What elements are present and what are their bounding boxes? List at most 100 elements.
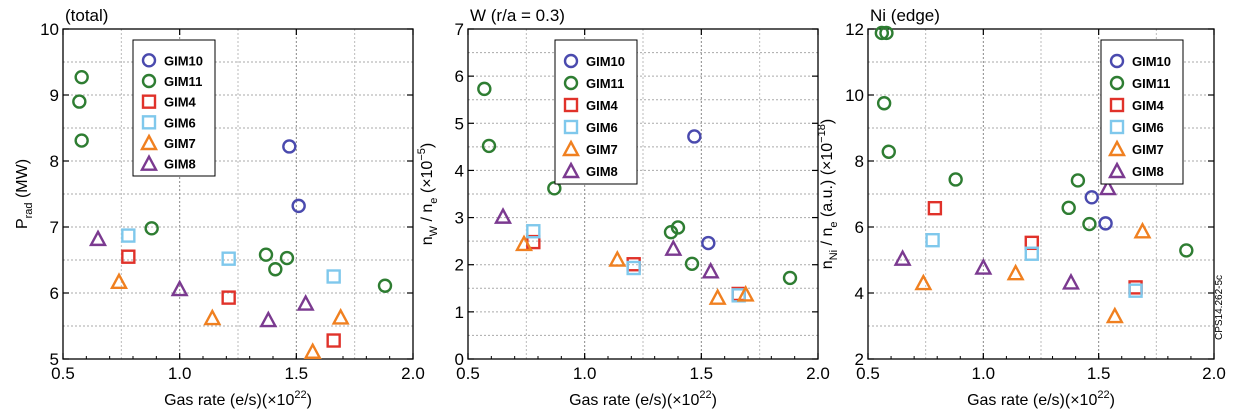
data-point-gim7 [1006,263,1025,281]
data-point-gim11 [74,69,89,85]
data-point-gim8 [1061,272,1080,290]
y-axis-label: nNi / ne (a.u.) (×10−18) [816,119,840,269]
data-point-gim4 [221,290,236,305]
plot-frame [62,28,414,360]
y-tick-label: 10 [845,86,864,105]
grid-lines [63,29,413,359]
legend-label: GIM4 [1132,98,1165,113]
x-tick-label: 1.0 [972,364,996,383]
plot-frame [867,28,1215,360]
y-tick-label: 9 [50,86,59,105]
data-point-gim6 [1024,246,1039,261]
panel-title: (total) [65,6,108,25]
data-point-gim7 [1133,221,1152,239]
x-tick-label: 0.5 [456,364,480,383]
data-point-gim6 [526,224,541,239]
data-point-gim11 [1070,173,1086,188]
legend-label: GIM4 [586,98,619,113]
y-tick-label: 1 [455,303,464,322]
data-points [477,81,798,305]
data-point-gim10 [1098,216,1113,231]
data-point-gim11 [670,220,686,235]
data-point-gim7 [736,284,755,302]
data-point-gim11 [684,256,700,271]
panel-title: Ni (edge) [870,6,940,25]
grid-lines [468,29,818,359]
y-tick-label: 6 [455,67,464,86]
data-point-gim6 [1128,283,1143,298]
data-point-gim11 [881,144,896,159]
legend-label: GIM10 [164,53,203,68]
data-point-gim8 [259,310,278,328]
legend: GIM10 GIM11 GIM4 GIM6 GIM7 GIM8 [554,39,638,185]
chart-panel-1: 0.5 1.0 1.5 2.0 5 6 7 8 9 10 (total) Gas rate (e/s)… [14,6,425,409]
y-tick-label: 8 [855,152,864,171]
x-tick-label: 1.5 [690,364,714,383]
legend-marker-gim6 [1109,119,1125,135]
data-point-gim11 [279,250,295,266]
legend-marker-gim4 [141,94,157,109]
data-point-gim8 [893,249,912,266]
x-tick-label: 0.5 [51,364,75,383]
y-tick-label: 3 [455,209,464,228]
legend-label: GIM11 [1132,76,1170,91]
chart-panel-3: 0.5 1.0 1.5 2.0 2 4 6 8 10 12 Ni (edge) Gas rate (e… [816,6,1226,409]
data-point-gim11 [874,25,890,41]
data-point-gim11 [74,133,89,148]
legend-marker-gim10 [141,53,157,68]
legend-label: GIM8 [1132,164,1164,179]
x-axis-label: Gas rate (e/s)(×1022) [569,389,717,409]
plot-frame [467,28,819,360]
data-point-gim11 [1179,243,1194,258]
legend: GIM10 GIM11 GIM4 GIM6 GIM7 GIM8 [1100,39,1184,185]
figure-id-label: CPS14.262-5c [1214,274,1225,340]
data-point-gim11 [377,278,393,293]
data-point-gim6 [925,232,940,248]
data-point-gim11 [268,262,283,277]
x-axis-label: Gas rate (e/s)(×1022) [967,389,1115,409]
data-point-gim11 [1082,216,1097,232]
y-tick-label: 7 [455,20,464,39]
chart-panel-2: 0.5 1.0 1.5 2.0 0 1 2 3 4 5 6 7 W (r/a = 0.3) Gas rat… [416,6,830,409]
data-point-gim8 [974,258,993,275]
legend-label: GIM7 [1132,142,1164,157]
y-axis-label: Prad (MW) [14,159,35,229]
legend-marker-gim11 [1109,75,1125,91]
y-tick-label: 5 [455,114,464,133]
data-point-gim8 [701,261,720,279]
data-point-gim7 [914,273,933,291]
data-point-gim4 [326,333,341,348]
data-point-gim6 [121,228,136,243]
data-point-gim11 [258,247,274,262]
legend-marker-gim7 [1107,139,1127,157]
data-point-gim4 [927,200,943,216]
data-point-gim7 [303,342,322,359]
data-point-gim8 [664,239,683,256]
legend-label: GIM4 [164,95,197,110]
panel-title: W (r/a = 0.3) [470,6,565,25]
legend-marker-gim6 [141,115,157,130]
y-tick-label: 4 [855,284,864,303]
data-point-gim6 [626,260,641,276]
data-point-gim7 [514,234,534,252]
data-point-gim11 [948,172,963,187]
data-point-gim7 [203,308,222,326]
data-point-gim8 [296,294,315,311]
legend-marker-gim4 [1109,97,1125,113]
legend-label: GIM11 [586,76,624,91]
data-points [72,69,393,359]
data-point-gim4 [121,249,136,264]
x-tick-label: 0.5 [856,364,880,383]
y-tick-label: 4 [455,161,464,180]
legend-marker-gim10 [1109,53,1125,69]
legend-marker-gim8 [561,161,581,179]
data-point-gim6 [221,251,236,266]
legend-label: GIM11 [164,74,202,89]
x-tick-label: 2.0 [1202,364,1226,383]
data-point-gim10 [291,198,306,214]
legend-marker-gim11 [141,73,157,89]
legend-label: GIM8 [586,164,618,179]
data-points [874,25,1194,324]
data-point-gim7 [1105,306,1124,324]
